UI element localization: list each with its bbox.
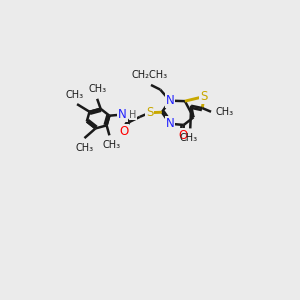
Text: O: O bbox=[179, 129, 188, 142]
Text: CH₃: CH₃ bbox=[103, 140, 121, 150]
Text: S: S bbox=[200, 90, 208, 103]
Text: H: H bbox=[130, 110, 137, 119]
Text: S: S bbox=[146, 106, 153, 119]
Text: CH₃: CH₃ bbox=[66, 90, 84, 100]
Text: CH₃: CH₃ bbox=[88, 84, 106, 94]
Text: N: N bbox=[166, 94, 174, 107]
Text: CH₃: CH₃ bbox=[216, 107, 234, 117]
Text: O: O bbox=[119, 125, 128, 138]
Text: N: N bbox=[118, 108, 127, 121]
Text: CH₃: CH₃ bbox=[179, 133, 197, 143]
Text: CH₃: CH₃ bbox=[75, 143, 94, 153]
Text: N: N bbox=[166, 117, 174, 130]
Text: CH₂CH₃: CH₂CH₃ bbox=[132, 70, 168, 80]
